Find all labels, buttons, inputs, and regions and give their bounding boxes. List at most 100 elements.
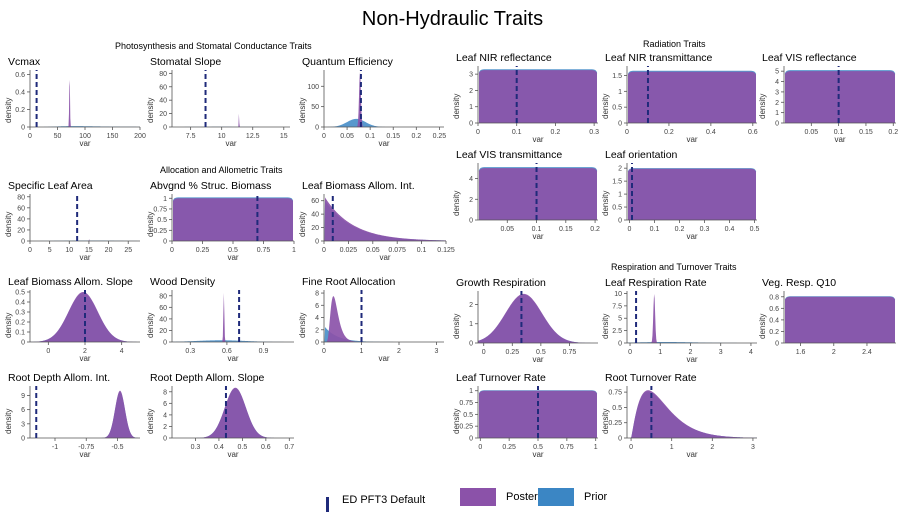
- y-tick-label: 20: [17, 227, 25, 234]
- x-tick-label: 0.15: [859, 129, 873, 136]
- x-tick-label: 0: [322, 247, 326, 254]
- y-axis-label: density: [601, 313, 610, 339]
- chart-title: Leaf VIS reflectance: [762, 52, 857, 64]
- density-plot: 0 0.1 0.2 0.3 0 1 2 3: [469, 66, 599, 136]
- chart-panel-leaf_respiration_rate: Leaf Respiration Rate 0 1 2 3 4 0 2.5 5 7.5 10 dens…: [601, 277, 761, 367]
- chart-title: Leaf orientation: [605, 149, 678, 161]
- chart-title: Leaf NIR transmittance: [605, 52, 713, 64]
- chart-panel-specific_leaf_area: Specific Leaf Area 0 5 10 15 20 25 0 20 40 60 80 den…: [4, 180, 144, 265]
- x-tick-label: 3: [751, 444, 755, 451]
- x-tick-label: 2: [832, 349, 836, 356]
- y-tick-label: 0.5: [612, 105, 622, 112]
- y-tick-label: 2: [775, 100, 779, 107]
- x-tick-label: 0.3: [191, 444, 201, 451]
- x-tick-label: 0.4: [725, 226, 735, 233]
- x-axis-label: var: [79, 139, 91, 148]
- density-plot: 0 0.25 0.5 0.75 0 1 2: [469, 291, 598, 356]
- x-tick-label: 0.05: [366, 247, 380, 254]
- x-axis-label: var: [378, 354, 390, 363]
- y-tick-label: 4: [315, 315, 319, 322]
- y-tick-label: 0.75: [153, 206, 167, 213]
- y-tick-label: 0.25: [153, 228, 167, 235]
- y-tick-label: 9: [21, 393, 25, 400]
- y-tick-label: 80: [159, 71, 167, 78]
- x-tick-label: 3: [719, 349, 723, 356]
- x-tick-label: 0.1: [650, 226, 660, 233]
- y-axis-label: density: [758, 313, 767, 339]
- x-tick-label: 0.1: [834, 129, 844, 136]
- posterior-density-area: [30, 80, 140, 127]
- y-tick-label: 5: [775, 69, 779, 76]
- x-tick-label: 0: [476, 129, 480, 136]
- chart-panel-wood_density: Wood Density 0.3 0.6 0.9 0 20 40 60 80 density var: [146, 276, 298, 366]
- x-tick-label: 0.6: [261, 444, 271, 451]
- figure-title: Non-Hydraulic Traits: [361, 8, 544, 30]
- y-tick-label: 2: [163, 424, 167, 431]
- x-tick-label: 7.5: [186, 133, 196, 140]
- y-tick-label: 0: [618, 121, 622, 128]
- y-tick-label: 0.5: [612, 205, 622, 212]
- y-tick-label: 0.8: [769, 294, 779, 301]
- chart-panel-leaf_biomass_allom_int: Leaf Biomass Allom. Int. 0 0.025 0.05 0.075 0…: [298, 180, 455, 265]
- x-tick-label: 0.15: [386, 133, 400, 140]
- x-tick-label: 0.6: [748, 129, 758, 136]
- chart-panel-leaf_nir_reflectance: Leaf NIR reflectance 0 0.1 0.2 0.3 0 1 2 3 densit…: [452, 52, 602, 147]
- x-tick-label: 150: [107, 133, 119, 140]
- section-respiration: Respiration and Turnover Traits: [611, 262, 737, 272]
- x-axis-label: var: [378, 139, 390, 148]
- y-tick-label: 1: [469, 388, 473, 395]
- y-tick-label: 1: [469, 104, 473, 111]
- x-tick-label: 0.6: [222, 348, 232, 355]
- x-axis-label: var: [834, 135, 846, 144]
- x-tick-label: 1: [594, 444, 598, 451]
- y-tick-label: 0.5: [15, 290, 25, 297]
- y-tick-label: 60: [17, 205, 25, 212]
- density-plot: 0.3 0.4 0.5 0.6 0.7 0 2 4 6 8: [163, 386, 294, 451]
- chart-title: Root Depth Allom. Slope: [150, 372, 265, 384]
- section-photosynthesis: Photosynthesis and Stomatal Conductance …: [115, 41, 312, 51]
- chart-title: Root Depth Allom. Int.: [8, 372, 111, 384]
- y-tick-label: 1: [618, 89, 622, 96]
- y-tick-label: 0: [163, 239, 167, 246]
- y-tick-label: 0.4: [15, 300, 25, 307]
- chart-panel-leaf_turnover_rate: Leaf Turnover Rate 0 0.25 0.5 0.75 1 0 0.25 0.5 0…: [452, 372, 602, 462]
- y-axis-label: density: [146, 408, 155, 434]
- density-plot: 0.05 0.1 0.15 0.2 0 2 4: [469, 163, 600, 233]
- y-tick-label: 1.5: [612, 179, 622, 186]
- x-tick-label: 0.05: [500, 226, 514, 233]
- x-tick-label: 0.5: [228, 247, 238, 254]
- x-tick-label: 0.7: [284, 444, 294, 451]
- density-plot: 0 0.25 0.5 0.75 1 0 0.25 0.5 0.75 1: [153, 194, 296, 254]
- y-tick-label: 0.4: [15, 89, 25, 96]
- y-tick-label: 1: [618, 192, 622, 199]
- x-tick-label: 0.2: [551, 129, 561, 136]
- chart-title: Leaf Biomass Allom. Slope: [8, 276, 133, 288]
- y-tick-label: 4: [469, 176, 473, 183]
- x-tick-label: 0.2: [590, 226, 600, 233]
- chart-panel-leaf_vis_transmittance: Leaf VIS transmittance 0.05 0.1 0.15 0.2 0 2 4 d…: [452, 149, 602, 244]
- y-tick-label: 0: [618, 436, 622, 443]
- y-axis-label: density: [146, 97, 155, 123]
- x-tick-label: 200: [134, 133, 146, 140]
- y-tick-label: 10: [614, 291, 622, 298]
- y-tick-label: 0: [163, 125, 167, 132]
- chart-panel-fine_root_allocation: Fine Root Allocation 0 1 2 3 0 2 4 6 8 density var: [298, 276, 448, 366]
- y-tick-label: 0: [469, 218, 473, 225]
- chart-title: Leaf Turnover Rate: [456, 372, 546, 384]
- y-tick-label: 0: [163, 436, 167, 443]
- x-tick-label: 0.1: [532, 226, 542, 233]
- posterior-density-area: [324, 197, 446, 241]
- density-plot: 0 0.025 0.05 0.075 0.1 0.125 0 20 40 60: [311, 194, 455, 254]
- x-axis-label: var: [227, 354, 239, 363]
- y-axis-label: density: [4, 97, 13, 123]
- chart-panel-leaf_biomass_allom_slope: Leaf Biomass Allom. Slope 0 2 4 0 0.1 0.2 0.3 0.…: [4, 276, 144, 366]
- chart-panel-root_depth_allom_slope: Root Depth Allom. Slope 0.3 0.4 0.5 0.6 0.7 0 2…: [146, 372, 298, 462]
- x-axis-label: var: [79, 450, 91, 459]
- posterior-density-area: [172, 387, 294, 438]
- density-plot: 0 0.1 0.2 0.3 0.4 0.5 0 0.5 1 1.5 2: [612, 163, 759, 233]
- x-tick-label: 0.25: [502, 444, 516, 451]
- posterior-density-area: [324, 296, 444, 342]
- y-tick-label: 0: [21, 239, 25, 246]
- y-tick-label: 0.4: [769, 317, 779, 324]
- y-tick-label: 4: [775, 79, 779, 86]
